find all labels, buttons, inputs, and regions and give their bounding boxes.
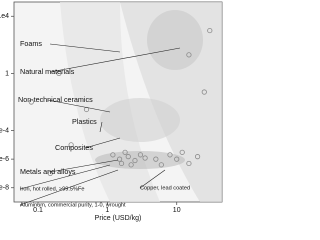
x-tick-label: 10 — [173, 207, 181, 214]
point — [137, 152, 144, 158]
point — [207, 27, 213, 34]
envelope — [100, 98, 180, 142]
annotation: Iron, hot rolled, >99.5%Fe — [20, 186, 85, 192]
annotation: Non-technical ceramics — [18, 95, 93, 104]
point — [194, 154, 201, 160]
annotation: Metals and alloys — [20, 167, 76, 176]
point — [68, 142, 74, 148]
point — [158, 162, 164, 168]
point — [174, 156, 180, 162]
y-tick-label: 1e4 — [0, 13, 9, 20]
y-tick-label: 1e-6 — [0, 156, 9, 163]
point — [28, 99, 34, 105]
annotation: Foams — [20, 39, 42, 48]
point — [142, 155, 148, 161]
annotation: Natural materials — [20, 67, 75, 76]
annotation: Aluminum, commercial purity, 1-0, wrough… — [20, 202, 126, 208]
y-tick-label: 1e-4 — [0, 127, 9, 134]
leader-line — [84, 137, 121, 149]
point — [110, 152, 116, 158]
leader-line — [49, 47, 181, 73]
leader-line — [49, 43, 121, 53]
envelope — [95, 151, 185, 169]
leader-line — [47, 99, 111, 113]
point — [179, 149, 185, 155]
point — [132, 157, 138, 164]
annotation: Copper, lead coated — [140, 185, 190, 191]
point — [186, 160, 192, 167]
leader-line — [139, 169, 166, 189]
leader-line — [19, 164, 111, 190]
x-tick-label: 1 — [105, 207, 109, 214]
point — [128, 162, 134, 168]
point — [167, 152, 173, 158]
point — [56, 70, 62, 77]
leader-line — [49, 159, 119, 173]
x-axis-label: Price (USD/kg) — [95, 215, 142, 222]
chart: 0.1 1 10 1e4 1 1e-4 1e-6 1e-8 Price (USD/kg) Foam… — [0, 1, 223, 222]
point — [122, 149, 128, 155]
point — [125, 154, 131, 160]
envelope — [147, 10, 203, 70]
point — [47, 170, 53, 177]
point — [118, 160, 125, 167]
point — [201, 89, 207, 95]
point — [153, 156, 159, 162]
y-tick-label: 1 — [5, 70, 9, 77]
leader-line — [99, 121, 103, 133]
point — [186, 52, 192, 58]
annotation: Composites — [55, 143, 93, 152]
x-tick-label: 0.1 — [33, 207, 43, 214]
point — [116, 156, 123, 162]
annotation: Plastics — [72, 117, 97, 126]
leader-line — [19, 169, 119, 206]
y-tick-label: 1e-8 — [0, 185, 9, 192]
